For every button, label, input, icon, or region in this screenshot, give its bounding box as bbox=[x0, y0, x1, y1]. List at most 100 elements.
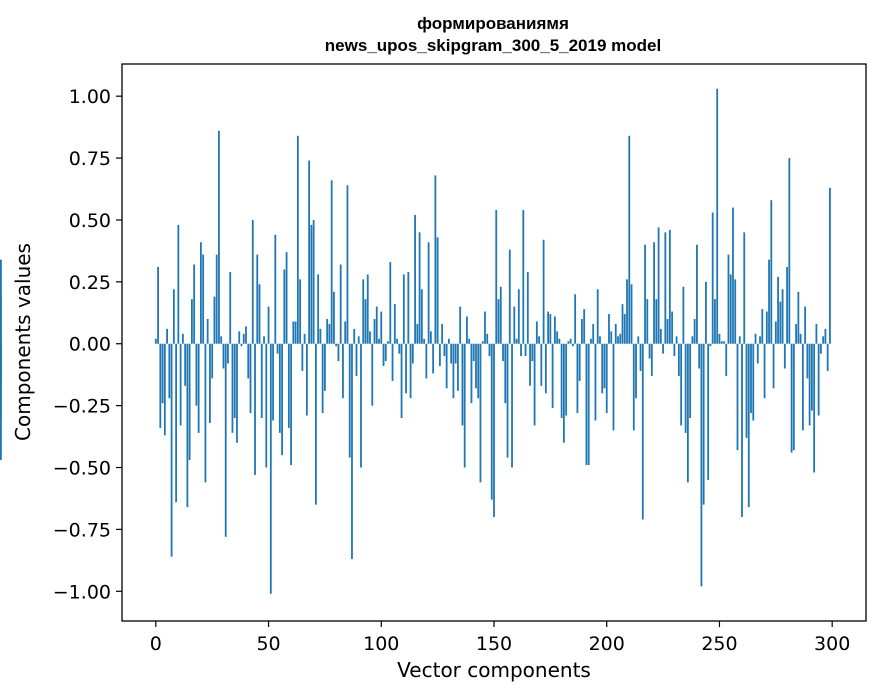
y-tick-label: 1.00 bbox=[69, 86, 111, 108]
bar-97 bbox=[373, 318, 376, 344]
bar-203 bbox=[612, 343, 615, 431]
bar-73 bbox=[319, 328, 322, 344]
bar-211 bbox=[630, 284, 633, 344]
bar-129 bbox=[445, 343, 448, 389]
bar-123 bbox=[432, 343, 435, 374]
bar-286 bbox=[799, 333, 802, 344]
bar-144 bbox=[479, 343, 482, 483]
bar-33 bbox=[229, 271, 232, 344]
bar-111 bbox=[405, 343, 407, 394]
bar-131 bbox=[450, 343, 453, 364]
bar-98 bbox=[375, 306, 378, 344]
bar-294 bbox=[817, 343, 820, 416]
bar-193 bbox=[590, 338, 592, 344]
bar-136 bbox=[461, 343, 464, 426]
bar-146 bbox=[484, 311, 486, 344]
y-tick-label: −0.50 bbox=[53, 458, 111, 480]
bar-45 bbox=[256, 254, 259, 344]
bar-147 bbox=[486, 333, 489, 344]
bar-181 bbox=[562, 343, 565, 443]
bar-40 bbox=[245, 326, 247, 344]
bar-82 bbox=[339, 264, 342, 344]
bar-248 bbox=[714, 299, 716, 344]
bar-178 bbox=[556, 331, 559, 344]
bar-44 bbox=[254, 343, 256, 475]
bar-255 bbox=[729, 274, 732, 344]
bar-94 bbox=[366, 274, 369, 344]
bar-20 bbox=[200, 242, 202, 344]
bar-102 bbox=[384, 343, 387, 362]
y-axis: −1.00 −0.75 −0.50 −0.25 0.00 0.25 0.50 0.75 1.00 bbox=[53, 86, 122, 603]
bar-10 bbox=[177, 224, 180, 344]
bar-182 bbox=[565, 343, 568, 416]
bar-173 bbox=[544, 343, 547, 394]
bar-265 bbox=[752, 343, 755, 421]
x-tick-label: 300 bbox=[814, 633, 850, 655]
bar-186 bbox=[574, 294, 577, 344]
y-tick-label: 0.50 bbox=[69, 210, 111, 232]
bar-208 bbox=[623, 314, 626, 344]
bar-109 bbox=[400, 343, 403, 419]
bar-18 bbox=[195, 343, 198, 406]
bar-264 bbox=[750, 343, 752, 414]
bar-188 bbox=[578, 343, 581, 381]
bar-174 bbox=[547, 311, 550, 344]
bar-209 bbox=[626, 279, 628, 344]
bar-296 bbox=[822, 336, 825, 344]
bar-17 bbox=[193, 264, 196, 344]
bar-205 bbox=[617, 336, 619, 344]
bar-52 bbox=[272, 343, 274, 421]
bar-11 bbox=[179, 343, 182, 426]
bar-32 bbox=[227, 343, 229, 364]
bar-197 bbox=[599, 336, 601, 344]
bar-196 bbox=[596, 289, 599, 344]
bar-189 bbox=[581, 318, 583, 344]
bar-38 bbox=[240, 343, 243, 347]
bar-245 bbox=[707, 343, 710, 480]
bar-180 bbox=[560, 343, 563, 419]
bar-212 bbox=[632, 343, 635, 431]
bar-2 bbox=[159, 343, 162, 428]
x-axis: 0 50 100 150 200 250 300 bbox=[150, 621, 850, 655]
bar-176 bbox=[551, 343, 554, 409]
bar-76 bbox=[326, 318, 329, 344]
bar-170 bbox=[538, 336, 540, 344]
bar-299 bbox=[829, 187, 831, 344]
bar-83 bbox=[342, 343, 344, 399]
plot-frame bbox=[121, 63, 867, 622]
bar-96 bbox=[371, 343, 374, 406]
bar-39 bbox=[242, 333, 245, 344]
bar-195 bbox=[594, 343, 597, 421]
bar-259 bbox=[738, 336, 741, 344]
bar-236 bbox=[686, 343, 689, 483]
bar-118 bbox=[420, 289, 423, 344]
bar-0 bbox=[154, 338, 157, 344]
bar-192 bbox=[587, 343, 590, 466]
bar-63 bbox=[296, 135, 299, 344]
bar-81 bbox=[337, 343, 340, 362]
bar-117 bbox=[418, 232, 421, 344]
bar-89 bbox=[355, 343, 358, 376]
bar-218 bbox=[646, 299, 649, 344]
bar-101 bbox=[382, 343, 385, 367]
y-axis-label: Components values bbox=[11, 243, 35, 441]
bar-240 bbox=[696, 244, 698, 344]
bar-86 bbox=[348, 343, 351, 458]
x-tick-label: 250 bbox=[701, 633, 737, 655]
bar-122 bbox=[429, 331, 432, 344]
bar-243 bbox=[702, 343, 705, 505]
bar-77 bbox=[328, 323, 331, 344]
bar-274 bbox=[772, 343, 775, 389]
bar-92 bbox=[362, 279, 365, 344]
bar-163 bbox=[522, 210, 525, 344]
bar-88 bbox=[353, 328, 356, 344]
bar-12 bbox=[181, 333, 184, 344]
bar-110 bbox=[402, 274, 405, 344]
bar-166 bbox=[529, 343, 531, 386]
bar-35 bbox=[233, 343, 236, 419]
bar-135 bbox=[459, 306, 462, 344]
bar-179 bbox=[558, 338, 561, 344]
bar-91 bbox=[360, 343, 362, 468]
bar-291 bbox=[810, 343, 813, 411]
bar-3 bbox=[161, 343, 164, 404]
